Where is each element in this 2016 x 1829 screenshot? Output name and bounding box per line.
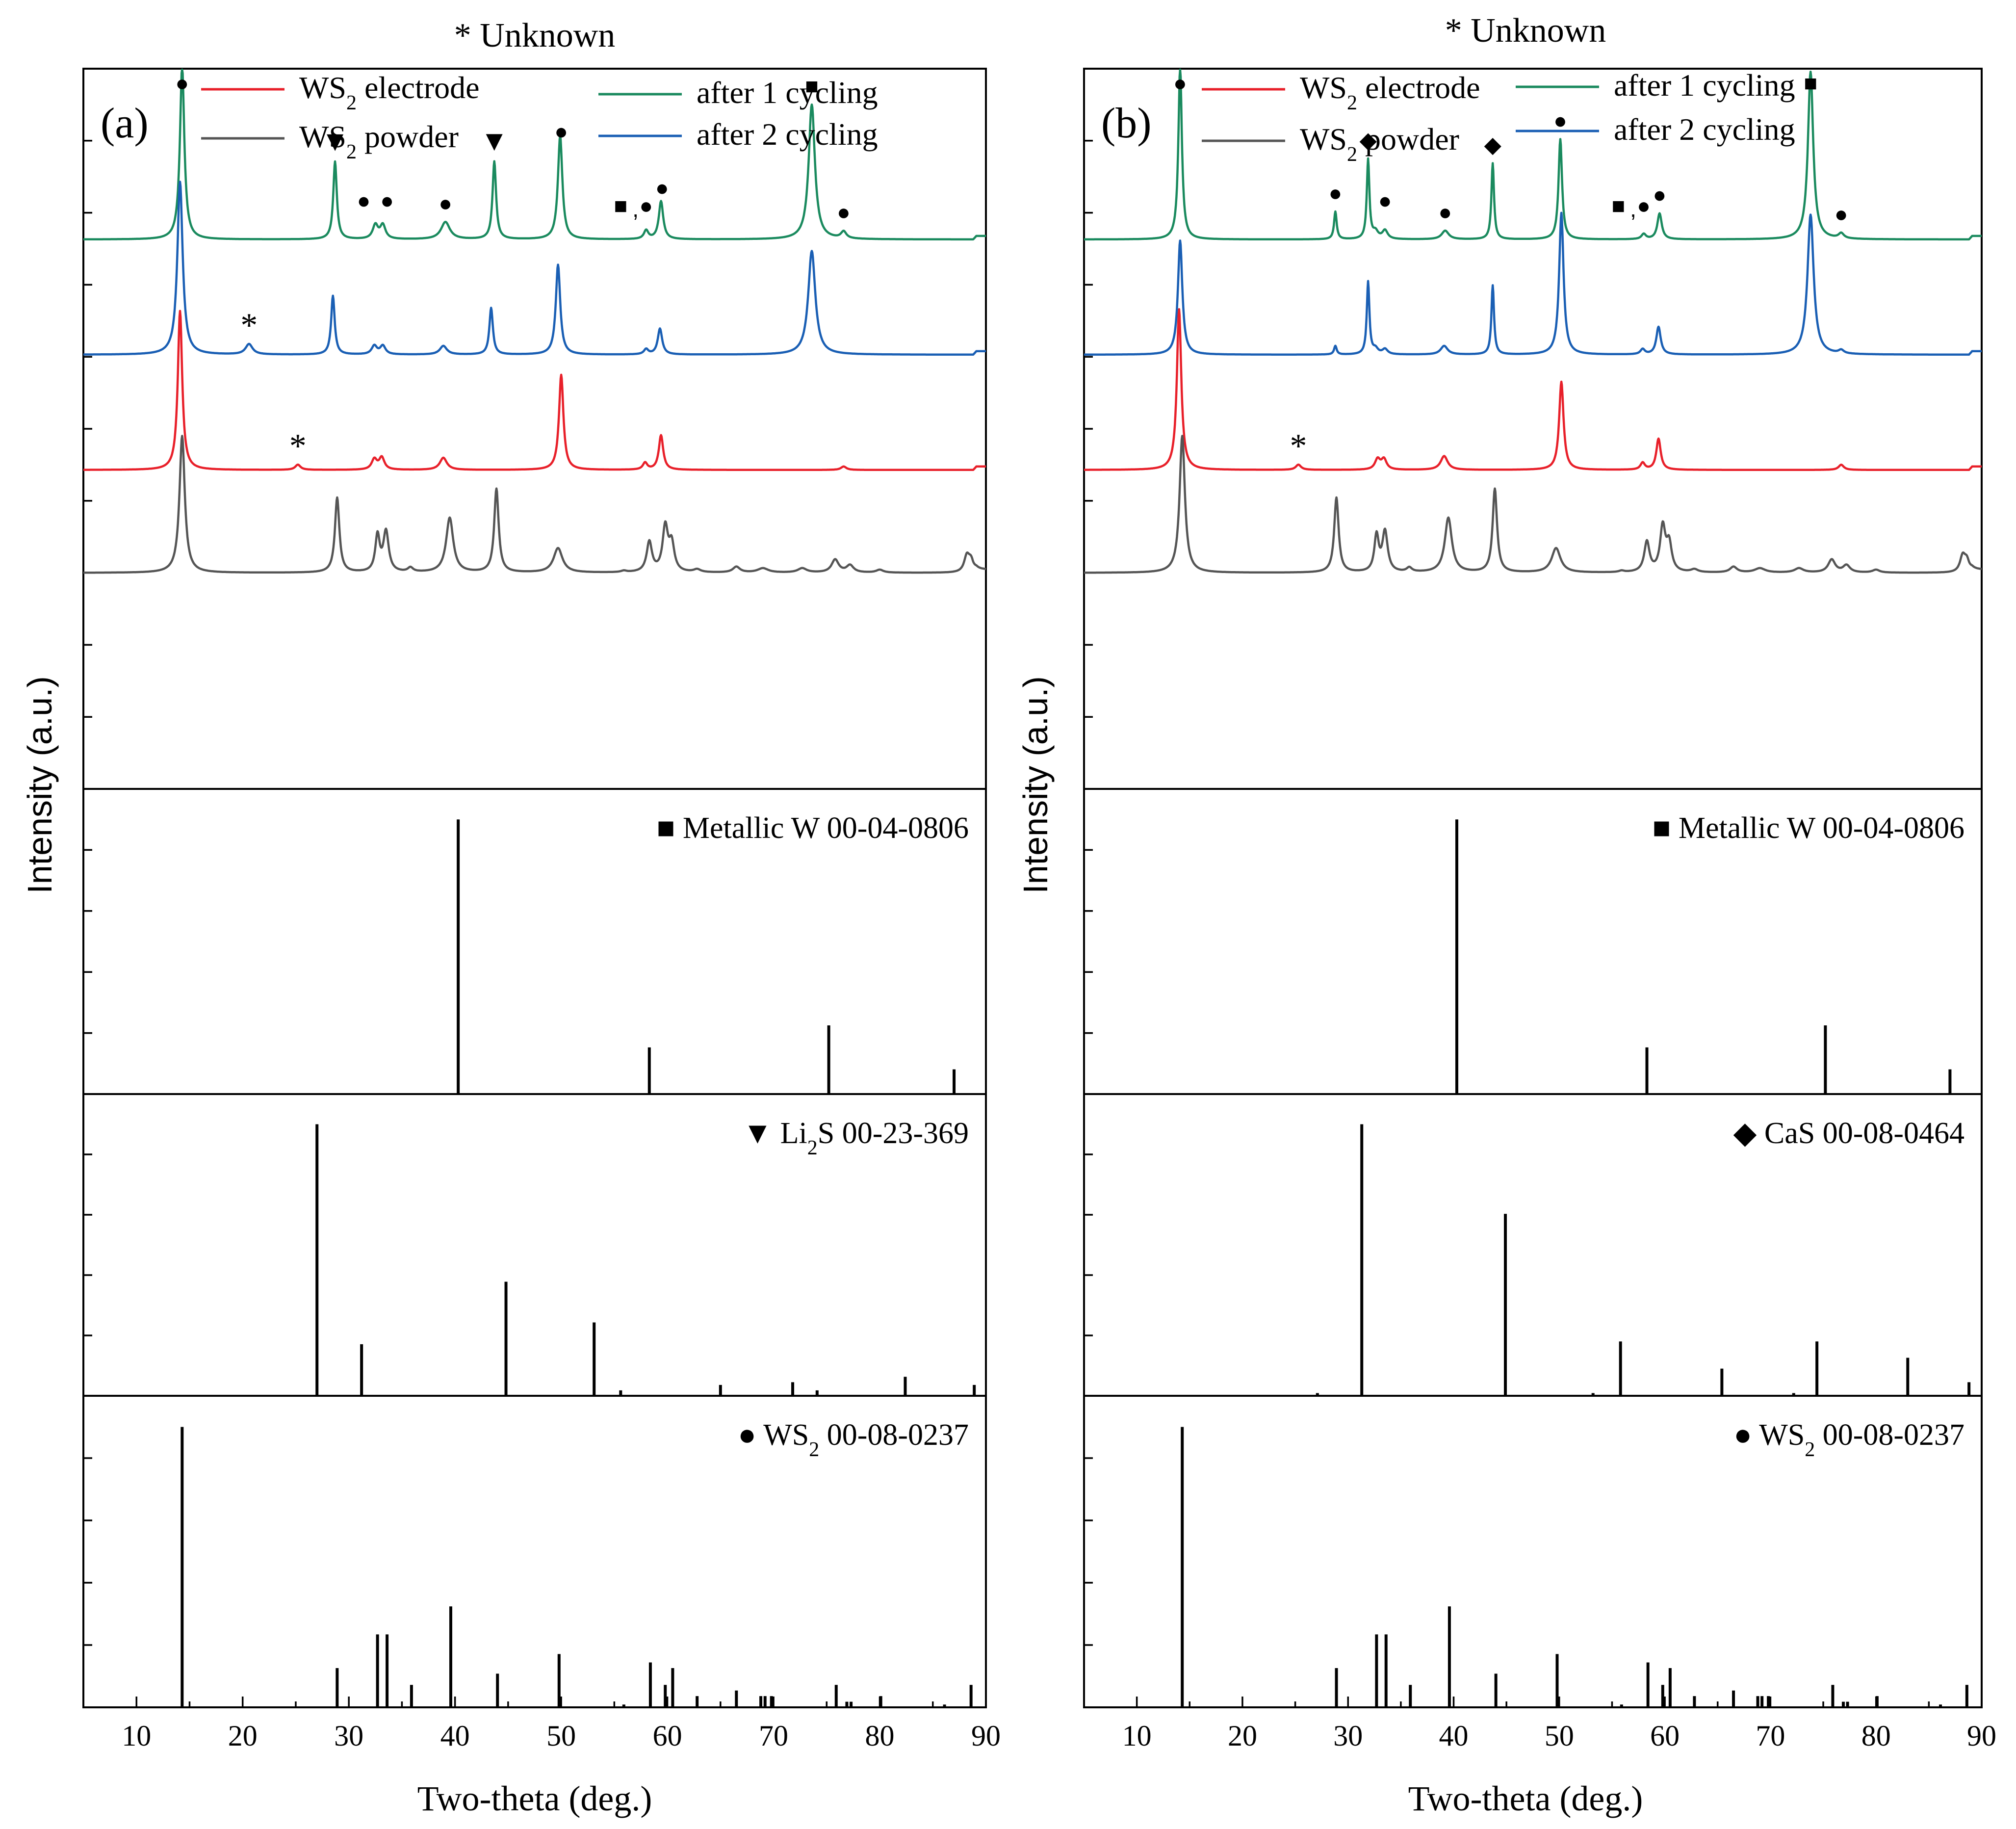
peak-marker: ●	[1835, 201, 1848, 227]
peak-marker: ●	[1329, 180, 1343, 206]
reference-label: ● WS2 00-08-0237	[738, 1418, 969, 1461]
panel-a-title: * Unknown	[454, 17, 616, 54]
peak-marker: ■	[805, 73, 819, 99]
series-cycle1	[82, 68, 987, 241]
series-electrode	[1083, 308, 1983, 471]
panel-label: (b)	[1101, 100, 1152, 147]
panel-b-title: * Unknown	[1445, 12, 1606, 50]
series-electrode	[82, 310, 987, 471]
peak-marker: ●	[439, 190, 452, 216]
peak-marker: ,	[632, 196, 639, 222]
panel-a-ylabel: Intensity (a.u.)	[21, 676, 59, 894]
peak-marker: ■	[614, 193, 627, 218]
x-tick-label: 50	[546, 1720, 576, 1752]
peak-marker: ■	[1804, 70, 1817, 96]
peak-marker: ▼	[321, 125, 349, 157]
panel-b: * Unknown Intensity (a.u.) Two-theta (de…	[1016, 12, 1996, 1818]
peak-marker: ●	[357, 188, 371, 213]
peak-marker: ●	[639, 193, 653, 218]
reference-label: ◆ CaS 00-08-0464	[1733, 1116, 1964, 1150]
peak-marker: ◆	[1484, 132, 1501, 157]
panel-b-ylabel: Intensity (a.u.)	[1016, 676, 1055, 894]
legend-label-electrode: WS2 electrode	[1300, 70, 1480, 114]
x-tick-label: 40	[440, 1720, 470, 1752]
x-tick-label: 90	[971, 1720, 1001, 1752]
peak-marker: ,	[1630, 196, 1636, 222]
series-cycle2	[82, 181, 987, 356]
peak-marker: ●	[1637, 193, 1651, 218]
peak-marker: ●	[380, 188, 394, 213]
peak-marker: ●	[1653, 182, 1666, 208]
x-tick-label: 10	[1122, 1720, 1152, 1752]
legend-label-cycle2: after 2 cycling	[1614, 112, 1795, 147]
peak-marker: *	[289, 427, 307, 465]
peak-marker: ●	[1553, 107, 1567, 133]
peak-marker: *	[240, 307, 258, 344]
panel-a: * Unknown Intensity (a.u.) Two-theta (de…	[21, 17, 1001, 1818]
x-tick-label: 70	[1756, 1720, 1785, 1752]
legend-label-cycle1: after 1 cycling	[697, 75, 878, 110]
series-powder	[82, 435, 987, 574]
reference-label: ■ Metallic W 00-04-0806	[1653, 811, 1964, 845]
panel-a-xlabel: Two-theta (deg.)	[417, 1779, 652, 1818]
legend-label-electrode: WS2 electrode	[299, 70, 480, 114]
x-tick-label: 20	[1228, 1720, 1257, 1752]
x-tick-label: 40	[1439, 1720, 1469, 1752]
peak-marker: ●	[1378, 188, 1392, 213]
legend-label-powder: WS2 powder	[299, 119, 459, 163]
peak-marker: ●	[837, 199, 851, 225]
x-tick-label: 90	[1967, 1720, 1996, 1752]
legend-label-cycle1: after 1 cycling	[1614, 68, 1795, 103]
peak-marker: ■	[1611, 193, 1625, 218]
x-tick-label: 30	[1333, 1720, 1363, 1752]
x-tick-label: 30	[334, 1720, 363, 1752]
x-tick-label: 80	[1861, 1720, 1891, 1752]
plot-frame	[1083, 68, 1983, 790]
reference-label: ▼ Li2S 00-23-369	[743, 1116, 969, 1159]
series-cycle1	[1083, 68, 1983, 241]
peak-marker: ●	[655, 175, 669, 200]
x-tick-label: 70	[759, 1720, 788, 1752]
x-tick-label: 60	[1650, 1720, 1680, 1752]
peak-marker: *	[1290, 427, 1307, 465]
x-tick-label: 20	[228, 1720, 258, 1752]
series-cycle2	[1083, 211, 1983, 356]
peak-marker: ●	[1438, 199, 1452, 225]
panel-b-xlabel: Two-theta (deg.)	[1408, 1779, 1643, 1818]
peak-marker: ▼	[480, 125, 508, 157]
x-tick-label: 10	[122, 1720, 151, 1752]
plot-frame	[82, 68, 987, 790]
reference-label: ● WS2 00-08-0237	[1733, 1418, 1964, 1461]
series-powder	[1083, 435, 1983, 574]
peak-marker: ●	[554, 118, 568, 144]
legend-label-cycle2: after 2 cycling	[697, 117, 878, 152]
peak-marker: ●	[175, 70, 189, 96]
x-tick-label: 60	[653, 1720, 682, 1752]
reference-label: ■ Metallic W 00-04-0806	[657, 811, 969, 845]
legend-label-powder: WS2 powder	[1300, 122, 1459, 166]
x-tick-label: 80	[865, 1720, 895, 1752]
panel-label: (a)	[101, 100, 149, 147]
plot-frame	[1083, 1395, 1983, 1708]
peak-marker: ◆	[1359, 127, 1377, 153]
peak-marker: ●	[1173, 70, 1187, 96]
plot-frame	[82, 1395, 987, 1708]
x-tick-label: 50	[1545, 1720, 1574, 1752]
